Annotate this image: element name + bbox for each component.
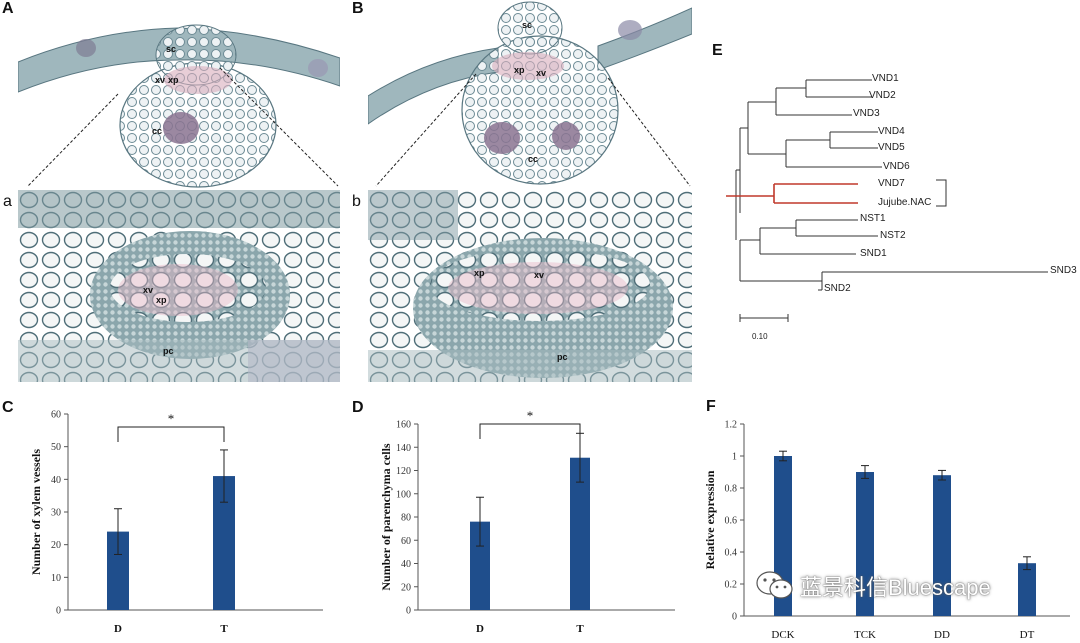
tree-highlight-branch [726, 183, 858, 204]
panel-letter-B: B [352, 0, 364, 17]
x-tick-label-C-1: T [220, 623, 228, 635]
y-axis-label-C: Number of xylem vessels [29, 449, 43, 575]
tree-label-vnd6: VND6 [883, 161, 910, 172]
significance-bracket-D [479, 423, 581, 439]
y-tick-label-D-1: 20 [401, 582, 411, 593]
tree-label-snd1: SND1 [860, 248, 887, 259]
label-B-xv: xv [536, 68, 547, 78]
tree-label-nst1: NST1 [860, 213, 886, 224]
tree-label-snd2: SND2 [824, 283, 851, 294]
significance-bracket-C [117, 426, 225, 442]
label-B-xp: xp [514, 65, 525, 75]
panel-letter-a: a [3, 193, 12, 210]
y-tick-label-C-0: 0 [56, 606, 61, 617]
y-tick-label-D-6: 120 [396, 466, 411, 477]
x-tick-label-F-1: TCK [854, 629, 876, 638]
label-a-xv: xv [143, 285, 154, 295]
bar-D-T [570, 457, 590, 610]
label-b-xv: xv [534, 270, 545, 280]
y-tick-label-D-2: 40 [401, 559, 411, 570]
bar-D-D [470, 521, 490, 610]
bar-F-DD [933, 475, 951, 616]
y-tick-label-D-5: 100 [396, 489, 411, 500]
significance-star-D: * [527, 408, 534, 423]
x-tick-label-F-0: DCK [771, 629, 794, 638]
y-tick-label-F-4: 0.8 [725, 484, 738, 495]
chart-C: 0 10 20 30 40 50 60 Number of xylem vessels D T * [18, 400, 338, 638]
tree-label-snd3: SND3 [1050, 265, 1077, 276]
x-tick-label-F-3: DT [1020, 629, 1035, 638]
label-b-pc: pc [557, 352, 568, 362]
y-axis-label-F: Relative expression [703, 470, 717, 569]
chart-D: 0 20 40 60 80 100 120 140 160 Number of parenchym… [370, 400, 690, 638]
y-axis-label-D: Number of parenchyma cells [379, 443, 393, 591]
bar-C-D [107, 531, 129, 610]
y-tick-label-C-4: 40 [51, 475, 61, 486]
label-A-xv: xv [155, 75, 166, 85]
panel-letter-E: E [712, 42, 723, 59]
y-tick-label-C-3: 30 [51, 508, 61, 519]
tree-label-vnd7: VND7 [878, 178, 905, 189]
watermark-text: 蓝景科信Bluescape [800, 575, 991, 600]
tree-label-vnd1: VND1 [872, 73, 899, 84]
label-A-sc: sc [166, 44, 177, 54]
tree-label-vnd3: VND3 [853, 108, 880, 119]
x-tick-label-C-0: D [114, 623, 122, 635]
panel-letter-D: D [352, 399, 364, 416]
label-b-xp: xp [474, 268, 485, 278]
micrograph-B [368, 0, 692, 190]
y-tick-label-C-2: 20 [51, 540, 61, 551]
label-B-cc: cc [528, 154, 539, 164]
panel-letter-F: F [706, 398, 716, 415]
label-A-xp: xp [168, 75, 179, 85]
chart-F: 0 0.2 0.4 0.6 0.8 1 1.2 Relative expression DCK T… [700, 400, 1080, 641]
bar-F-TCK [856, 472, 874, 616]
panel-letter-A: A [2, 0, 14, 17]
y-tick-label-D-7: 140 [396, 443, 411, 454]
panel-letter-b: b [352, 193, 361, 210]
tree-label-jujube-nac: Jujube.NAC [878, 197, 932, 208]
x-tick-label-D-0: D [476, 623, 484, 635]
label-A-cc: cc [152, 126, 163, 136]
tree-label-nst2: NST2 [880, 230, 906, 241]
wechat-icon [756, 571, 793, 599]
label-a-pc: pc [163, 346, 174, 356]
y-tick-label-C-5: 50 [51, 442, 61, 453]
x-tick-label-F-2: DD [934, 629, 950, 638]
micrograph-A [18, 0, 340, 190]
label-a-xp: xp [156, 295, 167, 305]
y-tick-label-C-1: 10 [51, 573, 61, 584]
y-tick-label-D-4: 80 [401, 513, 411, 524]
micrograph-a [18, 190, 340, 382]
significance-star-C: * [168, 411, 175, 426]
tree-branches [735, 79, 1048, 322]
y-tick-label-D-3: 60 [401, 536, 411, 547]
y-tick-label-F-0: 0 [732, 612, 737, 623]
y-tick-label-F-5: 1 [732, 452, 737, 463]
bar-F-DT [1018, 563, 1036, 616]
y-tick-label-F-1: 0.2 [725, 580, 738, 591]
tree-label-vnd2: VND2 [869, 90, 896, 101]
panel-letter-C: C [2, 399, 14, 416]
label-B-sc: sc [522, 20, 533, 30]
phylogenetic-tree [726, 70, 1080, 350]
x-tick-label-D-1: T [576, 623, 584, 635]
y-tick-label-D-0: 0 [406, 606, 411, 617]
y-tick-label-F-3: 0.6 [725, 516, 738, 527]
y-tick-label-D-8: 160 [396, 420, 411, 431]
y-tick-label-C-6: 60 [51, 410, 61, 421]
watermark: 蓝景科信Bluescape [756, 566, 991, 606]
micrograph-b [368, 190, 692, 382]
y-tick-label-F-6: 1.2 [725, 420, 738, 431]
bar-C-T [213, 476, 235, 610]
tree-scale-label: 0.10 [752, 332, 768, 341]
tree-label-vnd4: VND4 [878, 126, 905, 137]
y-tick-label-F-2: 0.4 [725, 548, 738, 559]
tree-label-vnd5: VND5 [878, 142, 905, 153]
